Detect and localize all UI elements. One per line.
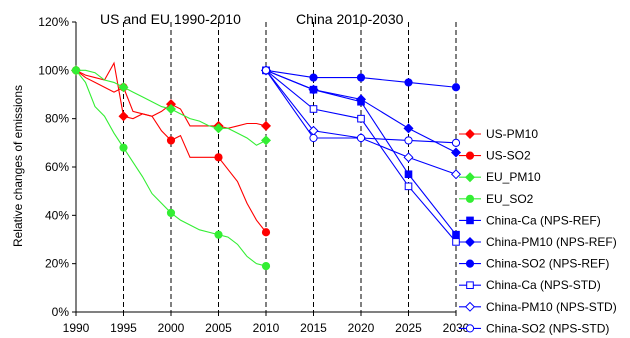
legend-label: US-PM10 bbox=[486, 127, 538, 141]
legend-item-us-so2: US-SO2 bbox=[459, 149, 531, 163]
legend-label: China-Ca (NPS-REF) bbox=[486, 213, 601, 227]
data-point bbox=[214, 230, 223, 239]
legend-item-eu-so2: EU_SO2 bbox=[459, 192, 534, 206]
legend-label: China-SO2 (NPS-REF) bbox=[486, 257, 609, 271]
y-axis-label: Relative changes of emissions bbox=[11, 85, 25, 247]
data-point bbox=[165, 103, 177, 115]
legend-label: EU_SO2 bbox=[486, 192, 534, 206]
legend-item-eu-pm10: EU_PM10 bbox=[459, 170, 541, 184]
x-tick-label: 2015 bbox=[300, 321, 327, 335]
data-point bbox=[404, 182, 413, 191]
y-tick-label: 0% bbox=[52, 305, 70, 319]
data-point bbox=[118, 111, 129, 122]
data-point bbox=[118, 82, 129, 93]
data-point bbox=[356, 133, 366, 143]
legend-label: China-SO2 (NPS-STD) bbox=[486, 321, 609, 335]
legend-item-us-pm10: US-PM10 bbox=[459, 127, 538, 141]
x-tick-label: 2005 bbox=[205, 321, 232, 335]
x-tick-label: 2025 bbox=[395, 321, 422, 335]
data-point bbox=[214, 153, 223, 162]
vertical-reference-lines bbox=[123, 22, 457, 312]
data-point bbox=[451, 138, 461, 147]
data-point bbox=[451, 83, 461, 92]
legend-item-china-so2-nps-ref: China-SO2 (NPS-REF) bbox=[459, 257, 609, 271]
y-tick-label: 20% bbox=[45, 257, 69, 271]
data-point bbox=[309, 133, 318, 143]
data-point bbox=[166, 208, 176, 218]
legend-marker bbox=[466, 216, 474, 225]
legend: US-PM10 US-SO2 EU_PM10 EU_SO2 China-Ca (NPS-… bbox=[459, 127, 617, 335]
x-tick-label: 1995 bbox=[110, 321, 137, 335]
data-point bbox=[260, 120, 272, 131]
legend-marker bbox=[465, 194, 475, 203]
data-point bbox=[357, 114, 365, 123]
legend-marker bbox=[464, 128, 476, 140]
series-eu-so2 bbox=[71, 66, 271, 271]
data-point bbox=[404, 136, 413, 145]
legend-label: China-PM10 (NPS-STD) bbox=[486, 300, 617, 314]
data-point bbox=[452, 230, 460, 239]
data-point bbox=[450, 147, 462, 158]
legend-item-china-so2-nps-std: China-SO2 (NPS-STD) bbox=[459, 321, 609, 335]
legend-label: China-Ca (NPS-STD) bbox=[486, 278, 601, 292]
panel-title-us-eu: US and EU 1990-2010 bbox=[100, 11, 241, 27]
legend-item-china-pm10-nps-std: China-PM10 (NPS-STD) bbox=[459, 300, 617, 314]
legend-marker bbox=[464, 172, 476, 183]
data-point bbox=[403, 152, 414, 163]
x-tick-label: 1990 bbox=[63, 321, 90, 335]
data-point bbox=[261, 228, 271, 237]
data-point bbox=[404, 170, 413, 179]
data-point bbox=[403, 123, 414, 134]
y-tick-label: 120% bbox=[38, 15, 69, 29]
chart-axes: 0% 20% 40% 60% 80% 100% 120% 1990 1995 2000 2005 20… bbox=[38, 15, 469, 335]
x-tick-label: 2000 bbox=[158, 321, 185, 335]
y-tick-label: 60% bbox=[45, 160, 69, 174]
data-point bbox=[309, 73, 318, 82]
legend-marker bbox=[466, 281, 474, 289]
data-point bbox=[119, 143, 128, 152]
data-point bbox=[71, 66, 81, 75]
data-point bbox=[261, 261, 271, 271]
legend-item-china-ca-nps-std: China-Ca (NPS-STD) bbox=[459, 278, 601, 292]
data-point bbox=[452, 238, 460, 246]
legend-item-china-pm10-nps-ref: China-PM10 (NPS-REF) bbox=[459, 235, 617, 249]
legend-marker bbox=[464, 301, 476, 312]
x-tick-label: 2010 bbox=[253, 321, 280, 335]
legend-marker bbox=[464, 236, 476, 248]
y-tick-label: 40% bbox=[45, 208, 69, 222]
x-tick-label: 2020 bbox=[348, 321, 375, 335]
legend-label: China-PM10 (NPS-REF) bbox=[486, 235, 617, 249]
series-lines bbox=[70, 61, 462, 271]
legend-marker bbox=[465, 259, 475, 268]
series-china-so2-nps-std bbox=[261, 66, 461, 147]
data-point bbox=[260, 135, 272, 146]
y-tick-label: 100% bbox=[38, 63, 69, 77]
data-point bbox=[166, 136, 176, 145]
data-point bbox=[450, 169, 462, 180]
series-eu-pm10 bbox=[70, 65, 272, 146]
data-point bbox=[355, 94, 367, 105]
y-tick-label: 80% bbox=[45, 112, 69, 126]
chart-labels: US and EU 1990-2010 China 2010-2030 Rela… bbox=[11, 11, 404, 247]
legend-marker bbox=[465, 151, 475, 160]
data-point bbox=[404, 78, 413, 87]
legend-item-china-ca-nps-ref: China-Ca (NPS-REF) bbox=[459, 213, 601, 227]
legend-label: US-SO2 bbox=[486, 149, 531, 163]
panel-title-china: China 2010-2030 bbox=[296, 11, 404, 27]
data-point bbox=[309, 105, 318, 113]
legend-marker bbox=[465, 324, 475, 333]
data-point bbox=[308, 84, 319, 95]
x-tick-label: 2030 bbox=[443, 321, 470, 335]
data-point bbox=[356, 73, 366, 82]
data-point bbox=[261, 66, 271, 75]
legend-label: EU_PM10 bbox=[486, 170, 541, 184]
data-point bbox=[213, 123, 224, 134]
